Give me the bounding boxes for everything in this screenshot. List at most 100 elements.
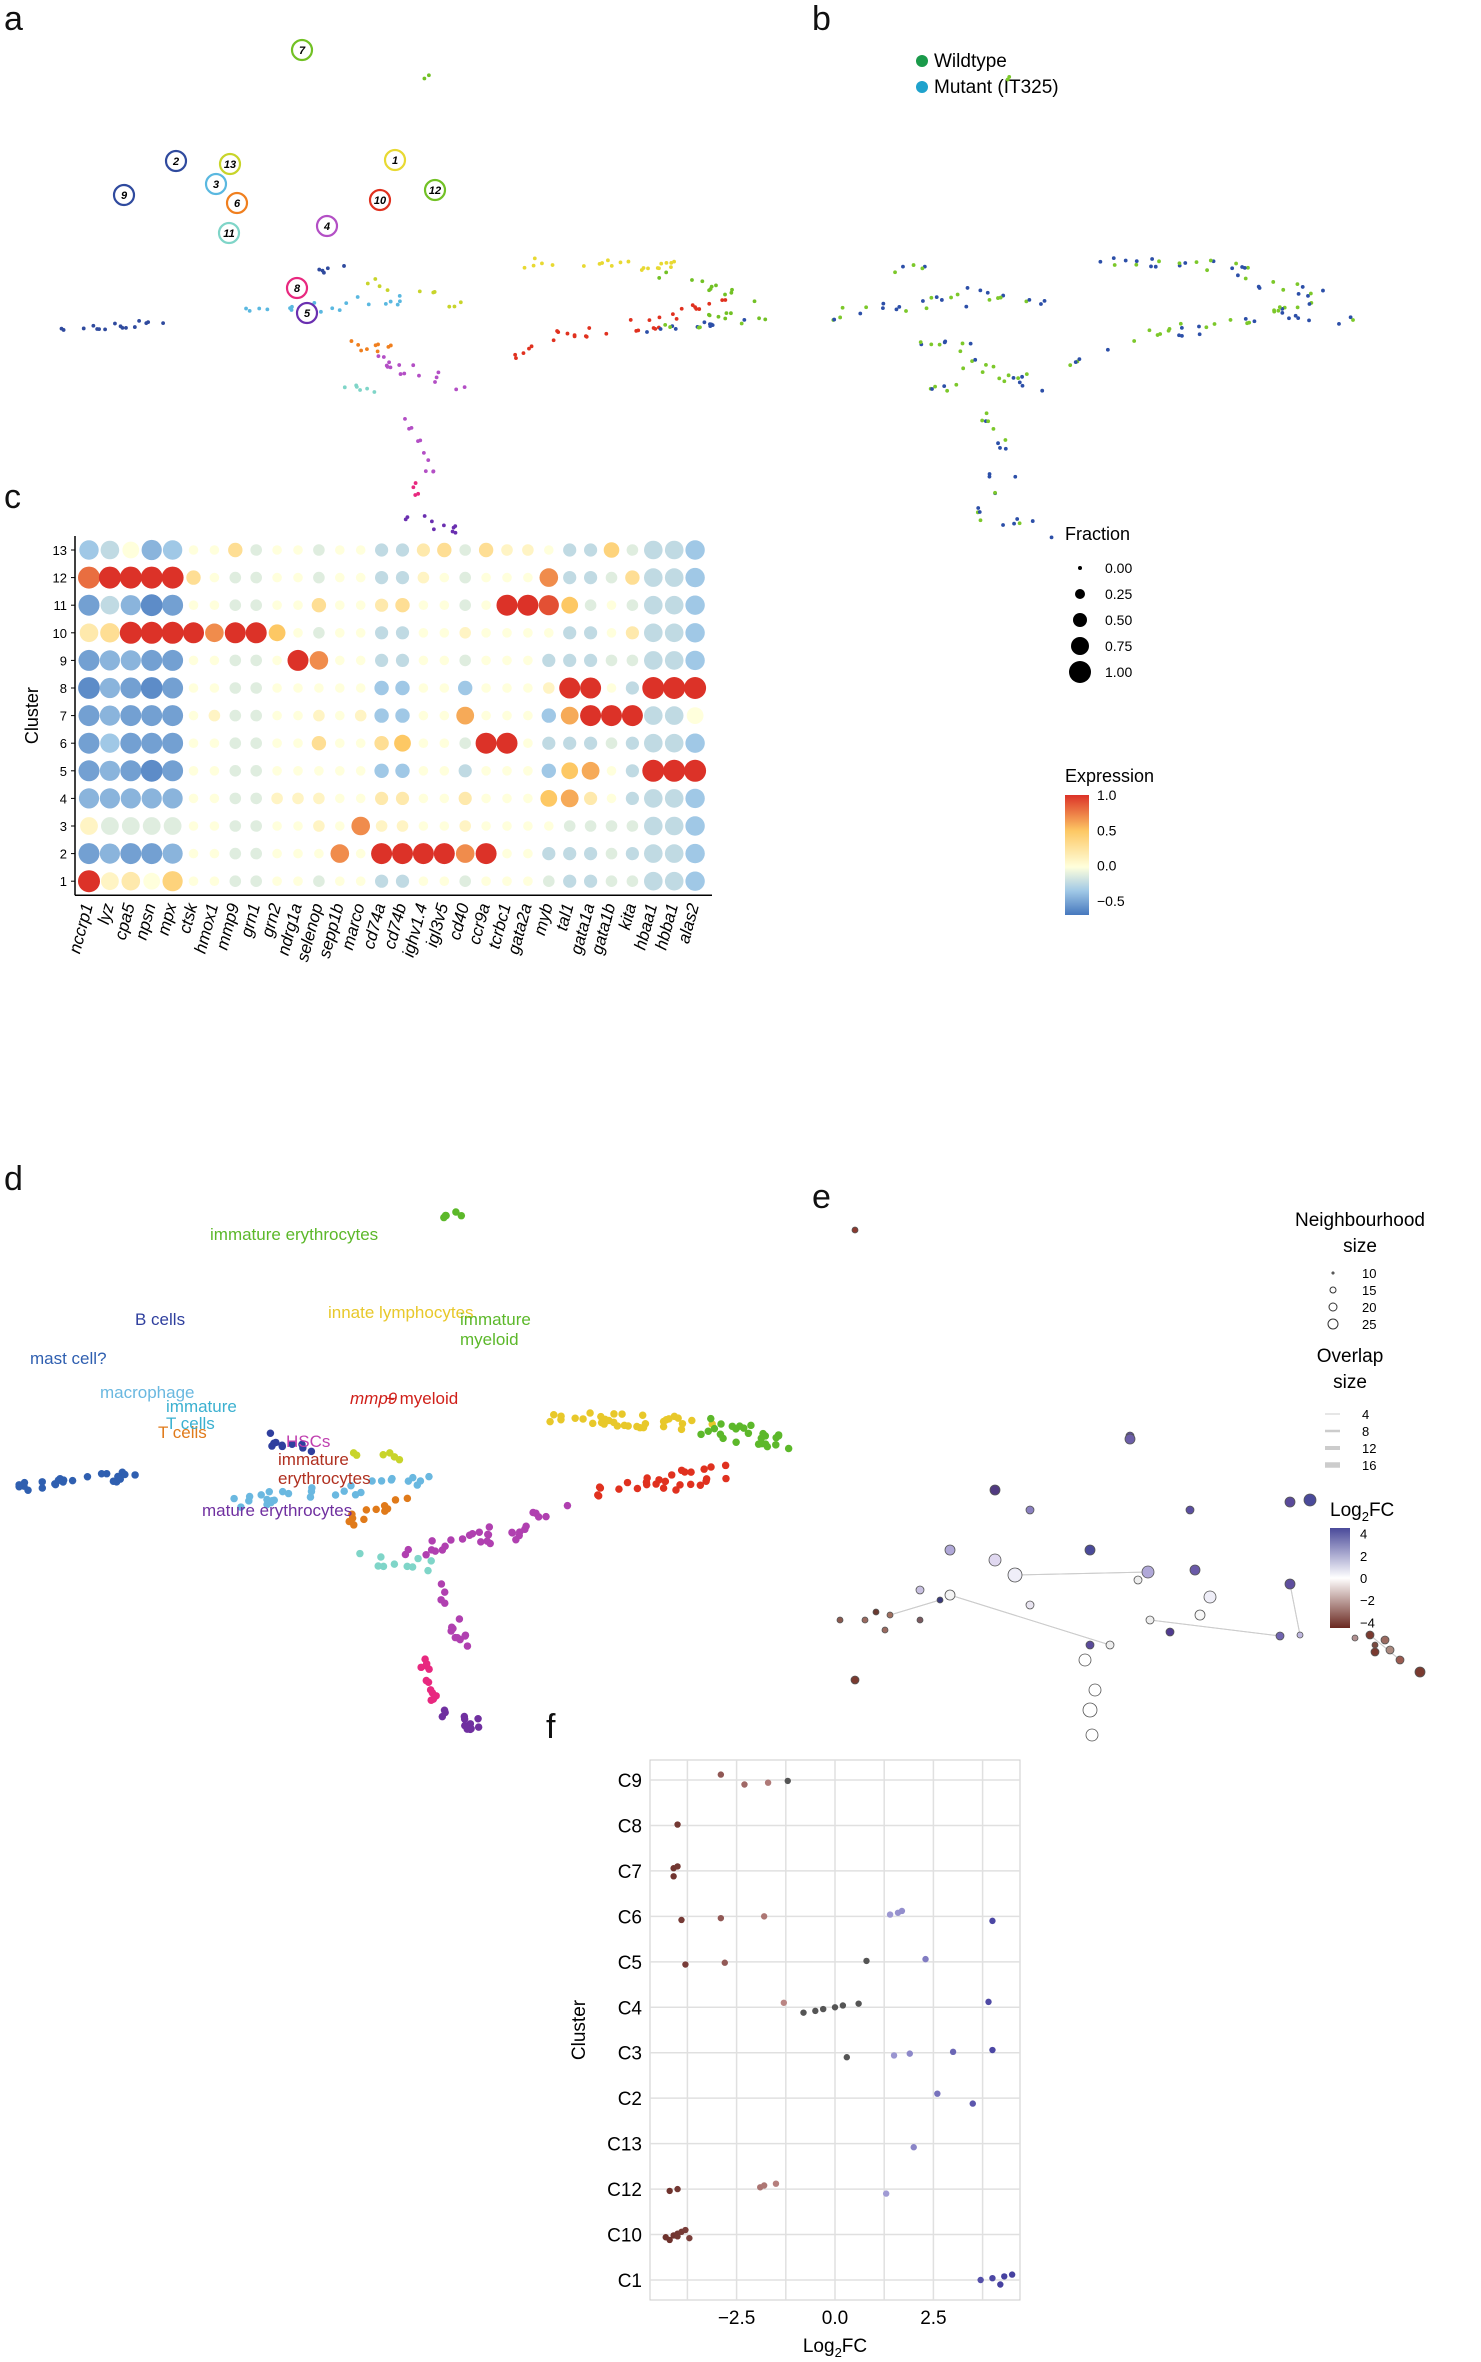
umap-point (901, 264, 905, 269)
dotplot-dot (606, 766, 617, 776)
logfc-point (678, 1916, 685, 1924)
dotplot-dot (272, 821, 282, 831)
umap-point (563, 1501, 572, 1510)
umap-point (1351, 318, 1355, 322)
dotplot-dot (416, 543, 430, 557)
network-node (1082, 1702, 1098, 1718)
umap-point (618, 1410, 626, 1418)
umap-point (1039, 302, 1043, 306)
dotplot-dot (523, 655, 533, 666)
umap-point (1042, 299, 1047, 303)
network-node (915, 1585, 925, 1595)
dotplot-dot (313, 792, 325, 805)
dotplot-dot (685, 843, 705, 864)
umap-point (376, 342, 380, 347)
umap-point (366, 302, 371, 307)
dotplot-dot (162, 705, 184, 727)
expression-colorbar (1065, 795, 1089, 915)
network-node (861, 1616, 869, 1624)
umap-point (1208, 258, 1213, 263)
dotplot-dot (455, 844, 475, 863)
umap-point (970, 359, 974, 364)
umap-point (942, 384, 947, 389)
umap-point (933, 384, 937, 389)
umap-point (247, 308, 252, 313)
umap-point (659, 1484, 668, 1492)
dotplot-dot (396, 820, 409, 832)
umap-point (920, 266, 925, 271)
dotplot-dot (663, 759, 686, 782)
dotplot-dot (418, 738, 429, 748)
dotplot-dot (685, 623, 705, 643)
umap-point (97, 327, 101, 332)
network-edge (889, 1599, 941, 1616)
dotplot-dot (684, 677, 707, 699)
dotplot-dot (563, 653, 577, 667)
dotplot-dot (205, 623, 224, 643)
dotplot-dot (374, 736, 389, 751)
umap-point (38, 1478, 46, 1486)
overlap-legend-title: size (1333, 1372, 1367, 1393)
cluster-tick-label: C6 (618, 1907, 642, 1928)
umap-point (991, 364, 996, 369)
dotplot-dot (351, 816, 371, 836)
dotplot-dot (481, 876, 491, 886)
network-node (1025, 1600, 1035, 1610)
dotplot-dot (481, 766, 491, 776)
umap-point (996, 296, 1000, 300)
dotplot-dot (188, 848, 199, 859)
umap-point (707, 301, 712, 306)
umap-point (265, 1488, 274, 1496)
umap-point (61, 328, 66, 332)
dotplot-dot (272, 683, 282, 693)
umap-point (103, 327, 107, 332)
dotplot-dot (418, 821, 429, 831)
dotplot-dot (250, 820, 262, 832)
umap-point (398, 372, 403, 376)
dotplot-dot (542, 847, 556, 861)
umap-point (700, 279, 705, 284)
umap-point (676, 1481, 684, 1489)
dotplot-dot (355, 600, 366, 610)
umap-point (1020, 374, 1024, 379)
umap-point (581, 264, 586, 268)
network-node (850, 1675, 860, 1685)
cluster-tick-label: 12 (53, 571, 67, 586)
umap-point (1030, 519, 1035, 523)
cluster-tick-label: C9 (618, 1771, 642, 1792)
umap-point (662, 1415, 671, 1424)
umap-point (330, 306, 335, 311)
x-tick-label: 0.0 (822, 2308, 848, 2329)
dotplot-dot (625, 626, 640, 640)
dotplot-dot (229, 847, 242, 860)
dotplot-dot (99, 677, 120, 699)
umap-point (987, 297, 992, 302)
dotplot-dot (141, 705, 163, 727)
umap-point (453, 524, 458, 529)
umap-point (1293, 313, 1298, 318)
umap-point (949, 295, 953, 300)
network-node (1165, 1627, 1175, 1637)
dotplot-dot (330, 844, 350, 863)
umap-point (986, 419, 991, 424)
umap-point (1016, 376, 1021, 380)
umap-point (317, 267, 322, 272)
umap-point (388, 1474, 396, 1483)
dotplot-dot (395, 874, 410, 888)
logfc-point (989, 2275, 996, 2282)
dotplot-dot (335, 655, 345, 666)
neighbourhood-legend-title: Neighbourhood (1295, 1210, 1425, 1231)
umap-point (342, 264, 346, 268)
dotplot-dot (459, 571, 472, 584)
umap-point (417, 1663, 425, 1672)
dotplot-dot (459, 875, 472, 887)
dotplot-dot (335, 766, 345, 776)
dotplot-dot (561, 762, 579, 780)
dotplot-dot (606, 793, 617, 804)
dotplot-dot (606, 628, 617, 638)
umap-point (1013, 474, 1018, 479)
dotplot-dot (293, 683, 303, 693)
dotplot-dot (621, 705, 643, 727)
umap-point (245, 1492, 254, 1501)
dotplot-dot (314, 766, 324, 776)
